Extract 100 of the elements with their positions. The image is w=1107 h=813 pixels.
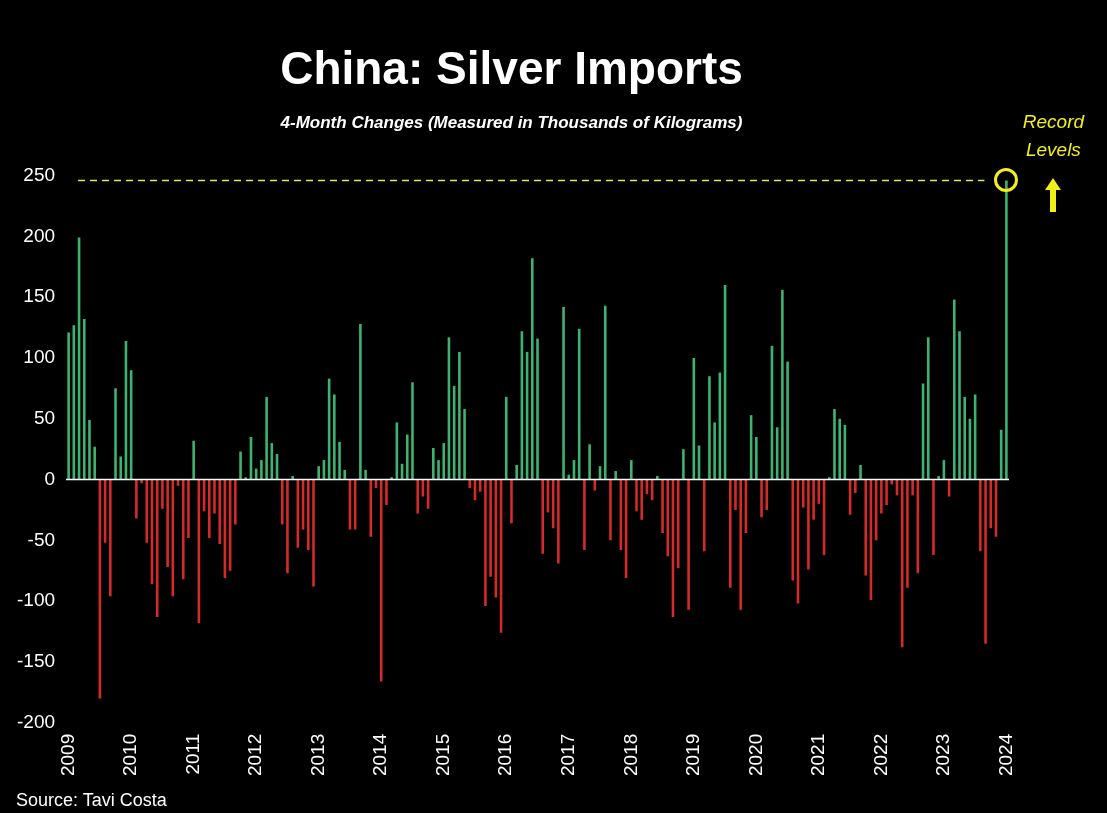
bar (603, 305, 607, 480)
bar (801, 479, 805, 508)
bar (807, 479, 810, 570)
bar (864, 479, 868, 576)
bar (614, 471, 617, 480)
bar (338, 441, 341, 480)
bar (260, 460, 263, 480)
bar (161, 479, 164, 509)
bar (286, 479, 289, 574)
bar (119, 456, 123, 480)
y-tick-label: 250 (23, 163, 56, 185)
bar (306, 479, 310, 551)
bar (181, 479, 185, 580)
bar (67, 332, 70, 480)
bar (510, 479, 513, 524)
bar (109, 479, 112, 597)
y-tick-label: -200 (17, 710, 56, 732)
bar (135, 479, 138, 519)
bar (989, 479, 993, 529)
bar (218, 479, 222, 544)
y-tick-label: 200 (23, 224, 56, 246)
bar (640, 479, 644, 520)
bar (145, 479, 149, 543)
bar (963, 396, 967, 480)
bar (244, 477, 248, 480)
bar (838, 418, 841, 480)
bar (88, 419, 91, 480)
bar (541, 479, 545, 554)
bar (155, 479, 159, 617)
chart-subtitle: 4-Month Changes (Measured in Thousands of Kilograms) (279, 113, 743, 133)
bar (557, 479, 560, 564)
bar (1005, 180, 1008, 480)
bar (827, 477, 831, 480)
x-tick-label: 2013 (306, 733, 328, 777)
bar (854, 479, 857, 493)
bar (911, 479, 914, 496)
bar (713, 422, 716, 480)
bar (791, 479, 795, 581)
bar (437, 460, 440, 480)
bar (629, 460, 633, 480)
x-tick-label: 2023 (932, 733, 954, 777)
bar (213, 479, 216, 514)
bar (317, 466, 321, 480)
bar (926, 337, 930, 480)
source-note: Source: Tavi Costa (16, 789, 168, 810)
bar (567, 474, 571, 480)
bar (364, 469, 367, 480)
bar (468, 479, 472, 489)
bar (562, 306, 565, 480)
bar (859, 464, 862, 480)
y-tick-label: 150 (23, 285, 56, 307)
y-tick-label: 50 (33, 407, 56, 428)
bar (666, 479, 670, 557)
bar (833, 409, 836, 480)
x-tick-label: 2009 (56, 733, 78, 777)
bar (504, 396, 508, 480)
bar (192, 440, 195, 480)
bar (442, 443, 446, 480)
bar (734, 479, 737, 510)
bar (265, 396, 268, 480)
bar (765, 479, 769, 510)
y-tick-label: 100 (23, 346, 56, 368)
bar (234, 479, 237, 525)
bar (953, 299, 956, 480)
x-tick-label: 2014 (369, 733, 391, 777)
bar (405, 434, 409, 480)
bar (661, 479, 664, 534)
bar (708, 376, 711, 480)
y-tick-label: -50 (27, 528, 56, 550)
bar (531, 258, 534, 480)
y-tick-label: 0 (44, 467, 56, 489)
bar (114, 388, 117, 480)
bar (411, 382, 414, 480)
x-tick-label: 2010 (119, 733, 141, 777)
x-tick-label: 2017 (557, 733, 579, 777)
bar (937, 475, 940, 480)
bar (463, 409, 466, 480)
bar (786, 361, 789, 480)
bar (812, 479, 815, 520)
x-tick-label: 2024 (994, 733, 1016, 777)
bar (312, 479, 315, 587)
x-tick-label: 2021 (807, 733, 829, 777)
x-tick-label: 2012 (244, 733, 266, 777)
bar (984, 479, 987, 644)
chart-title: China: Silver Imports (280, 42, 743, 95)
bar (140, 479, 143, 484)
bar (385, 479, 388, 506)
bar (369, 479, 373, 537)
bar (478, 479, 482, 492)
bar (588, 444, 591, 480)
bar (484, 479, 487, 607)
bar (958, 331, 961, 480)
bar (682, 449, 685, 480)
bar (280, 479, 284, 525)
bar (885, 479, 888, 506)
x-tick-label: 2016 (494, 733, 516, 777)
bar (635, 479, 638, 512)
bar (687, 479, 690, 610)
x-tick-label: 2020 (744, 733, 766, 777)
y-tick-label: -100 (17, 589, 56, 611)
